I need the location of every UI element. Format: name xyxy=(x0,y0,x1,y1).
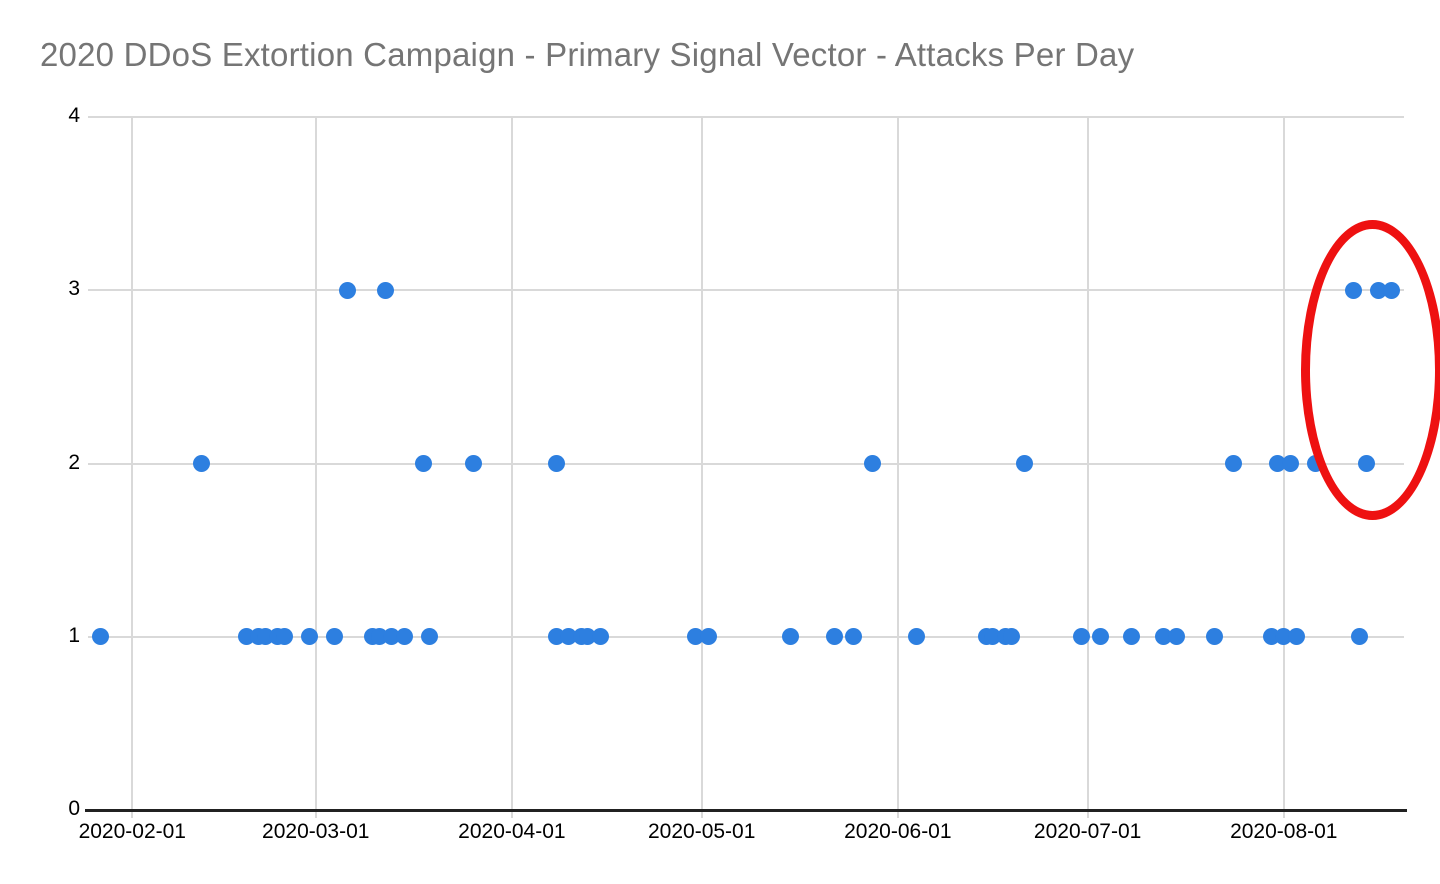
data-point xyxy=(1072,628,1090,646)
y-tick-label: 0 xyxy=(68,797,80,820)
x-tick-label: 2020-05-01 xyxy=(647,820,756,843)
data-point xyxy=(414,455,432,472)
x-tick-label: 2020-07-01 xyxy=(1033,820,1142,843)
data-point xyxy=(1224,455,1242,472)
data-point xyxy=(376,281,394,299)
data-point xyxy=(908,628,926,646)
gridline-horizontal xyxy=(88,116,1404,118)
data-point xyxy=(1015,455,1033,472)
data-point xyxy=(591,628,609,646)
data-point xyxy=(1091,628,1109,646)
data-point xyxy=(1003,628,1021,646)
gridline-vertical xyxy=(314,117,317,818)
chart-title: 2020 DDoS Extortion Campaign - Primary S… xyxy=(40,36,1135,73)
x-tick-label: 2020-04-01 xyxy=(458,820,566,843)
gridline-horizontal xyxy=(88,462,1404,465)
data-point xyxy=(326,628,344,646)
gridline-vertical xyxy=(1086,117,1089,818)
data-point xyxy=(1167,628,1185,646)
data-point xyxy=(547,455,565,472)
x-axis-line xyxy=(85,809,1407,812)
data-point xyxy=(465,455,483,472)
data-point xyxy=(275,628,293,646)
gridline-vertical xyxy=(700,117,703,818)
x-tick-label: 2020-03-01 xyxy=(262,820,370,843)
data-point xyxy=(826,628,844,646)
data-point xyxy=(845,628,863,646)
data-point xyxy=(1205,628,1223,646)
gridline-vertical xyxy=(896,117,899,818)
y-tick-label: 4 xyxy=(68,104,80,127)
gridline-vertical xyxy=(131,117,134,818)
data-point xyxy=(1281,455,1299,472)
x-tick-label: 2020-06-01 xyxy=(844,820,952,843)
data-point xyxy=(395,628,413,646)
data-point xyxy=(1287,628,1305,646)
data-point xyxy=(300,628,318,646)
y-tick-label: 1 xyxy=(68,623,80,647)
data-point xyxy=(421,628,439,646)
data-point xyxy=(1123,628,1141,646)
y-tick-label: 3 xyxy=(68,277,80,301)
data-point xyxy=(92,628,110,646)
gridline-horizontal xyxy=(88,635,1404,638)
data-point xyxy=(699,628,717,646)
gridline-horizontal xyxy=(88,289,1404,292)
data-point xyxy=(781,628,799,646)
data-point xyxy=(864,455,882,472)
y-tick-label: 2 xyxy=(68,450,80,474)
data-point xyxy=(193,455,211,472)
annotation-ellipse xyxy=(1300,219,1440,521)
data-point xyxy=(338,281,356,299)
gridline-vertical xyxy=(510,117,513,818)
data-point xyxy=(1351,628,1369,646)
x-tick-label: 2020-08-01 xyxy=(1230,820,1338,843)
x-tick-label: 2020-02-01 xyxy=(78,820,186,843)
